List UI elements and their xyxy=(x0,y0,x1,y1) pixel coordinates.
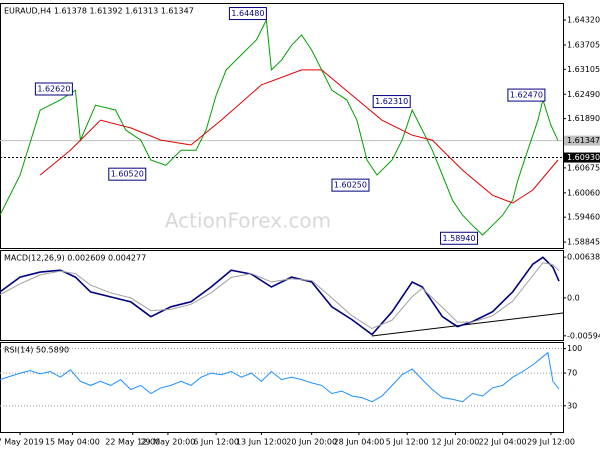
annotation-label: 1.62470 xyxy=(510,91,543,100)
y-tick-label: -0.005946 xyxy=(567,331,600,340)
y-tick-label: 100 xyxy=(567,344,582,353)
annotation-box xyxy=(34,82,73,96)
watermark: ActionForex.com xyxy=(165,209,331,233)
y-tick-label: 1.59460 xyxy=(567,213,600,222)
x-tick-label: 7 May 2019 xyxy=(0,438,44,447)
y-tick-label: 1.63105 xyxy=(567,65,600,74)
y-tick-label: 1.60675 xyxy=(567,163,600,172)
series-line xyxy=(0,18,559,236)
panel-border xyxy=(0,3,564,249)
x-tick-label: 20 Jun 20:00 xyxy=(286,438,337,447)
x-tick-label: 22 May 12:00 xyxy=(105,438,160,447)
annotation-label: 1.62620 xyxy=(37,84,70,93)
price-box xyxy=(564,135,600,146)
annotation-box xyxy=(440,231,479,245)
panel-title: RSI(14) 50.5890 xyxy=(4,346,69,355)
x-tick-label: 5 Jul 12:00 xyxy=(386,438,429,447)
y-tick-label: 1.60060 xyxy=(567,188,600,197)
annotation-box xyxy=(507,88,546,102)
x-tick-label: 29 Jul 12:00 xyxy=(527,438,575,447)
price-label: 1.60930 xyxy=(567,153,600,162)
y-tick-label: 1.63705 xyxy=(567,40,600,49)
x-tick-label: 6 Jun 12:00 xyxy=(193,438,239,447)
y-tick-label: 30 xyxy=(567,401,577,410)
annotation-box xyxy=(331,178,370,192)
y-tick-label: 1.62490 xyxy=(567,90,600,99)
x-tick-label: 12 Jul 20:00 xyxy=(431,438,479,447)
y-tick-label: 0.0 xyxy=(567,293,580,302)
x-tick-label: 13 Jun 12:00 xyxy=(236,438,287,447)
series-line xyxy=(0,351,560,403)
annotation-label: 1.64480 xyxy=(231,9,264,18)
annotation-label: 1.62310 xyxy=(375,97,408,106)
y-tick-label: 0.006384 xyxy=(567,253,600,262)
x-tick-label: 28 Jun 04:00 xyxy=(333,438,384,447)
annotation-label: 1.60250 xyxy=(334,181,367,190)
panel-border xyxy=(0,342,564,433)
y-tick-label: 1.58845 xyxy=(567,238,600,247)
y-tick-label: 1.64320 xyxy=(567,16,600,25)
panel-title: MACD(12,26,9) 0.002609 0.004277 xyxy=(4,254,146,263)
x-tick-label: 22 Jul 04:00 xyxy=(479,438,527,447)
y-tick-label: 70 xyxy=(567,369,577,378)
annotation-box xyxy=(228,7,267,21)
annotation-label: 1.58940 xyxy=(442,234,475,243)
price-box xyxy=(564,152,600,163)
annotation-box xyxy=(372,95,411,109)
annotation-box xyxy=(108,167,147,181)
x-tick-label: 15 May 04:00 xyxy=(45,438,100,447)
x-tick-label: 29 May 20:00 xyxy=(140,438,195,447)
price-label: 1.61347 xyxy=(567,136,600,145)
y-tick-label: 1.61890 xyxy=(567,114,600,123)
series-line xyxy=(39,69,559,204)
annotation-label: 1.60520 xyxy=(111,170,144,179)
series-line xyxy=(0,262,560,330)
trend-line xyxy=(371,312,564,337)
panel-title: EURAUD,H4 1.61378 1.61392 1.61313 1.6134… xyxy=(4,7,194,16)
panel-border xyxy=(0,250,564,341)
